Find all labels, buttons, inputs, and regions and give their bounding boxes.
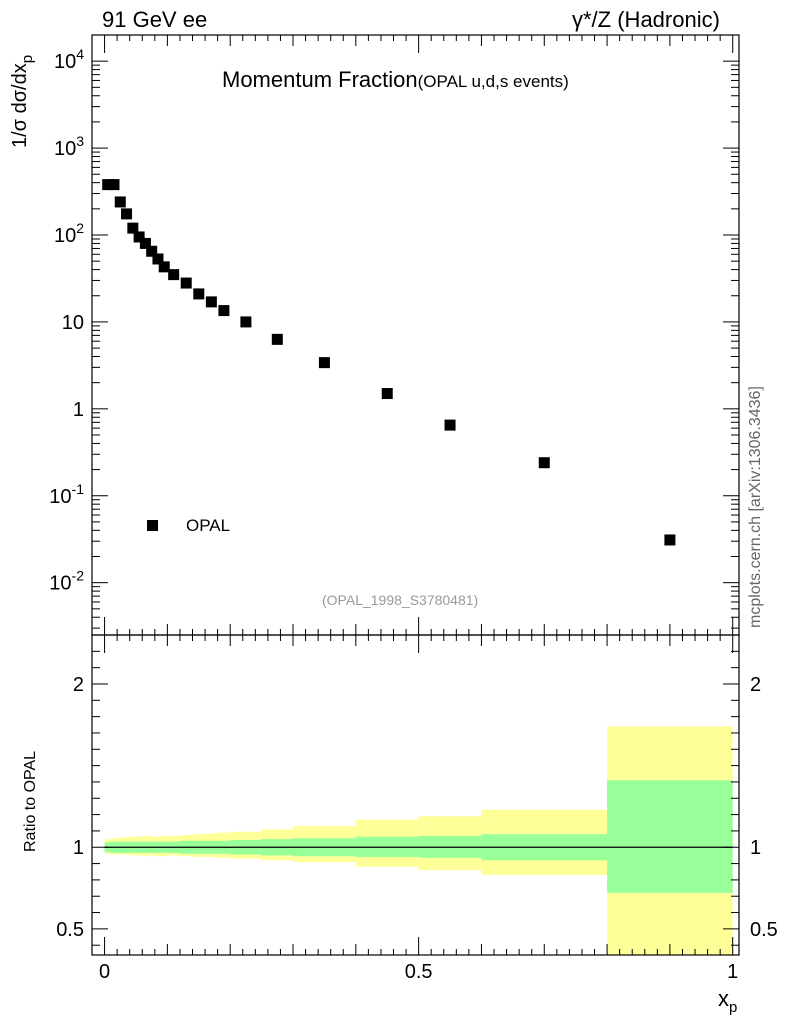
y-tick-label: 1 [73, 399, 84, 421]
data-point [108, 179, 120, 191]
data-point [381, 388, 393, 400]
data-point [444, 419, 456, 431]
tick-labels: 10-2 10-1 1 10 102 103 104 0.5 0.5 1 1 2 2 0 0.5 1 [49, 46, 778, 983]
data-point [139, 237, 151, 249]
data-point [168, 269, 180, 281]
ratio-y-tick-label-left: 2 [73, 674, 84, 696]
y-tick-label: 102 [54, 220, 84, 247]
top-y-axis-label: 1/σ dσ/dxp [9, 55, 36, 148]
top-y-axis-label-sub: p [19, 54, 36, 64]
data-point [240, 316, 252, 328]
data-point [205, 296, 217, 308]
ratio-bands [104, 726, 733, 955]
data-point [121, 208, 133, 220]
x-tick-label: 1 [727, 961, 738, 983]
data-markers [102, 179, 676, 546]
data-point [318, 357, 330, 369]
x-axis-label-main: x [718, 986, 729, 1011]
x-axis-label: xp [718, 986, 737, 1016]
data-point [102, 179, 114, 191]
x-tick-label: 0 [99, 961, 110, 983]
axis-ticks [92, 34, 739, 955]
bottom-panel-frame [91, 634, 740, 956]
ratio-y-tick-label-left: 0.5 [56, 919, 84, 941]
top-y-axis-label-main: 1/σ dσ/dx [9, 63, 31, 148]
ratio-y-tick-label-right: 1 [750, 837, 761, 859]
analysis-annotation: (OPAL_1998_S3780481) [322, 592, 479, 608]
data-point [218, 305, 230, 317]
process-label: γ*/Z (Hadronic) [572, 7, 720, 32]
x-tick-label: 0.5 [405, 961, 433, 983]
x-axis-label-sub: p [729, 999, 738, 1016]
data-point [664, 534, 676, 546]
chart-subtitle: (OPAL u,d,s events) [417, 72, 569, 91]
y-tick-label: 103 [54, 133, 84, 160]
data-point [271, 333, 283, 345]
energy-label: 91 GeV ee [102, 7, 208, 32]
ratio-y-axis-label: Ratio to OPAL [22, 750, 39, 852]
data-point [133, 231, 145, 243]
ratio-y-tick-label-right: 2 [750, 674, 761, 696]
data-point [127, 222, 139, 234]
y-tick-label: 10 [62, 312, 84, 334]
data-point [180, 277, 192, 289]
y-tick-label: 104 [54, 46, 84, 73]
ratio-y-tick-label-left: 1 [73, 837, 84, 859]
data-point [152, 253, 164, 265]
ratio-y-tick-label-right: 0.5 [750, 919, 778, 941]
data-point [114, 196, 126, 208]
y-tick-label: 10-2 [49, 568, 84, 595]
legend-entry-opal: OPAL [186, 516, 231, 535]
data-point [146, 245, 158, 257]
chart-title: Momentum Fraction(OPAL u,d,s events) [222, 67, 569, 93]
data-point [158, 261, 170, 273]
legend-marker [147, 520, 158, 531]
y-tick-label: 10-1 [49, 481, 84, 508]
chart-title-main: Momentum Fraction [222, 67, 418, 92]
inner-band-bin [607, 780, 733, 893]
data-point [538, 457, 550, 469]
data-point [193, 288, 205, 300]
source-label: mcplots.cern.ch [arXiv:1306.3436] [747, 386, 764, 628]
top-panel-frame [91, 34, 740, 636]
